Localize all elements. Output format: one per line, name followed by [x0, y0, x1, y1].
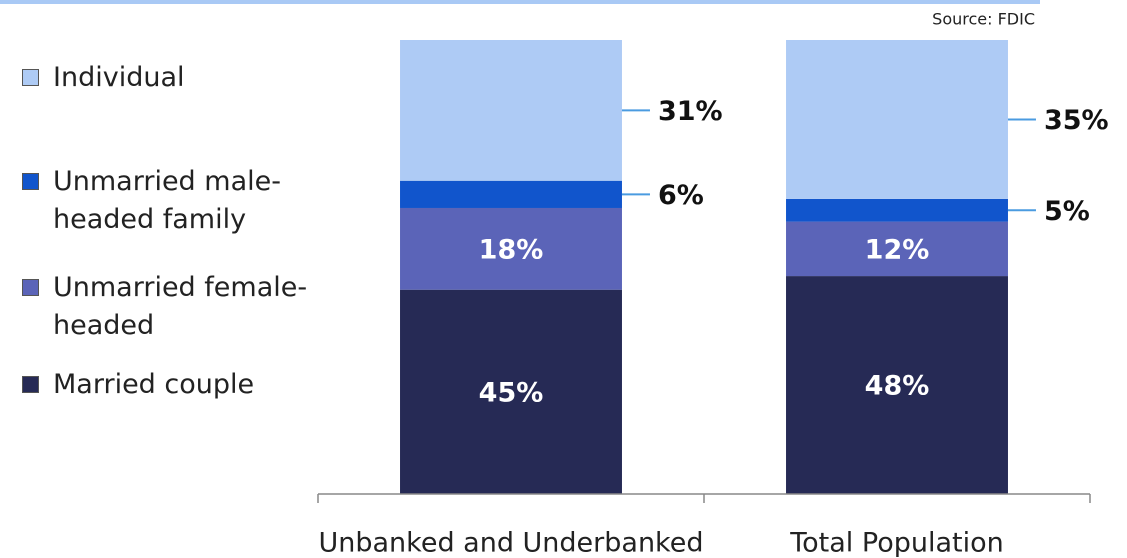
legend-swatch [22, 376, 39, 393]
legend-label: Individual [53, 62, 185, 93]
bar-segment [786, 221, 1008, 277]
data-label: 48% [865, 371, 930, 402]
data-label: 45% [479, 377, 544, 408]
data-label: 5% [1044, 196, 1090, 227]
bar-segment [786, 198, 1008, 222]
top-rule [0, 0, 1040, 4]
data-label: 6% [658, 180, 704, 211]
legend-item: Individual [22, 59, 338, 97]
data-label: 12% [865, 234, 930, 265]
x-tick-label: Unbanked and Underbanked [318, 528, 703, 558]
legend-item: Unmarried male-headed family [22, 163, 338, 239]
data-label: 35% [1044, 105, 1109, 136]
bar-segment [786, 276, 1008, 494]
legend-swatch [22, 279, 39, 296]
data-label: 31% [658, 96, 723, 127]
bar-segment [786, 40, 1008, 199]
bar-segment [400, 289, 622, 494]
legend-label: Unmarried female-headed [53, 272, 308, 341]
source-note: Source: FDIC [932, 10, 1035, 29]
data-label: 18% [479, 234, 544, 265]
bar-segment [400, 180, 622, 208]
x-tick-label: Total Population [789, 528, 1004, 558]
legend-swatch [22, 69, 39, 86]
legend-swatch [22, 173, 39, 190]
bar-segment [400, 207, 622, 290]
legend-item: Unmarried female-headed [22, 269, 338, 345]
legend-label: Married couple [53, 369, 255, 400]
bar-segment [400, 40, 622, 181]
legend-label: Unmarried male-headed family [53, 166, 281, 235]
legend-item: Married couple [22, 366, 338, 404]
